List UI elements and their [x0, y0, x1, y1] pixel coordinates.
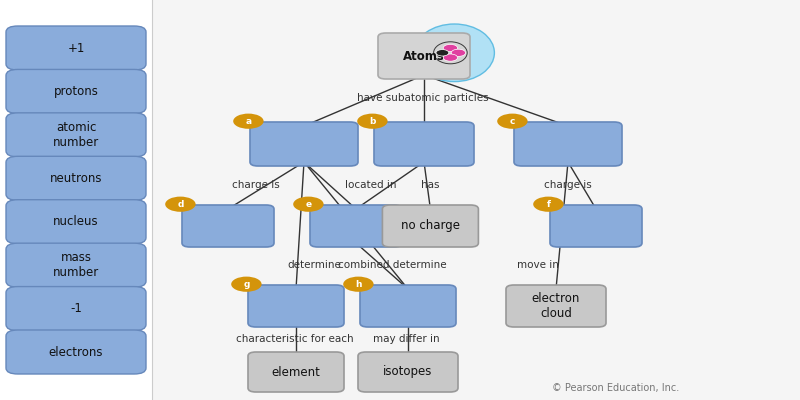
FancyBboxPatch shape: [360, 285, 456, 327]
Circle shape: [358, 114, 388, 129]
FancyBboxPatch shape: [6, 330, 146, 374]
Circle shape: [343, 277, 374, 292]
Circle shape: [165, 197, 195, 212]
FancyBboxPatch shape: [550, 205, 642, 247]
Text: mass
number: mass number: [53, 251, 99, 279]
Text: characteristic for each: characteristic for each: [235, 334, 354, 344]
FancyBboxPatch shape: [506, 285, 606, 327]
FancyBboxPatch shape: [6, 200, 146, 244]
FancyBboxPatch shape: [0, 0, 152, 400]
Text: charge is: charge is: [544, 180, 592, 190]
FancyBboxPatch shape: [6, 70, 146, 114]
FancyBboxPatch shape: [378, 33, 470, 79]
FancyBboxPatch shape: [250, 122, 358, 166]
Text: electron
cloud: electron cloud: [532, 292, 580, 320]
Text: move in: move in: [517, 260, 558, 270]
FancyBboxPatch shape: [514, 122, 622, 166]
Circle shape: [231, 277, 262, 292]
Text: neutrons: neutrons: [50, 172, 102, 185]
Text: charge is: charge is: [232, 180, 280, 190]
Text: protons: protons: [54, 85, 98, 98]
Circle shape: [294, 197, 323, 212]
Text: c: c: [510, 117, 515, 126]
Circle shape: [436, 50, 449, 56]
FancyBboxPatch shape: [6, 243, 146, 287]
Text: e: e: [306, 200, 311, 209]
FancyBboxPatch shape: [382, 205, 478, 247]
FancyBboxPatch shape: [182, 205, 274, 247]
Text: -1: -1: [70, 302, 82, 315]
Text: +1: +1: [67, 42, 85, 54]
Text: may differ in: may differ in: [373, 334, 440, 344]
Text: determine: determine: [287, 260, 342, 270]
Circle shape: [443, 44, 458, 52]
Text: f: f: [546, 200, 550, 209]
FancyBboxPatch shape: [6, 286, 146, 330]
Text: h: h: [355, 280, 362, 289]
Circle shape: [498, 114, 528, 129]
Text: atomic
number: atomic number: [53, 121, 99, 149]
Text: element: element: [271, 366, 321, 378]
Text: electrons: electrons: [49, 346, 103, 358]
FancyBboxPatch shape: [310, 205, 402, 247]
Text: has: has: [421, 180, 440, 190]
FancyBboxPatch shape: [248, 285, 344, 327]
Text: located in: located in: [346, 180, 397, 190]
Text: g: g: [243, 280, 250, 289]
Circle shape: [234, 114, 264, 129]
FancyBboxPatch shape: [374, 122, 474, 166]
Circle shape: [451, 49, 466, 56]
Text: isotopes: isotopes: [383, 366, 433, 378]
FancyBboxPatch shape: [358, 352, 458, 392]
Text: combined determine: combined determine: [338, 260, 446, 270]
FancyBboxPatch shape: [248, 352, 344, 392]
FancyBboxPatch shape: [6, 156, 146, 200]
Ellipse shape: [414, 24, 494, 82]
Circle shape: [443, 54, 458, 61]
Text: a: a: [246, 117, 251, 126]
Text: b: b: [370, 117, 375, 126]
FancyBboxPatch shape: [6, 113, 146, 157]
Text: nucleus: nucleus: [53, 215, 99, 228]
Text: d: d: [178, 200, 183, 209]
Text: no charge: no charge: [401, 220, 460, 232]
Text: © Pearson Education, Inc.: © Pearson Education, Inc.: [552, 383, 680, 393]
Text: have subatomic particles: have subatomic particles: [357, 93, 488, 103]
Circle shape: [533, 197, 563, 212]
FancyBboxPatch shape: [6, 26, 146, 70]
Text: Atoms: Atoms: [403, 50, 445, 62]
